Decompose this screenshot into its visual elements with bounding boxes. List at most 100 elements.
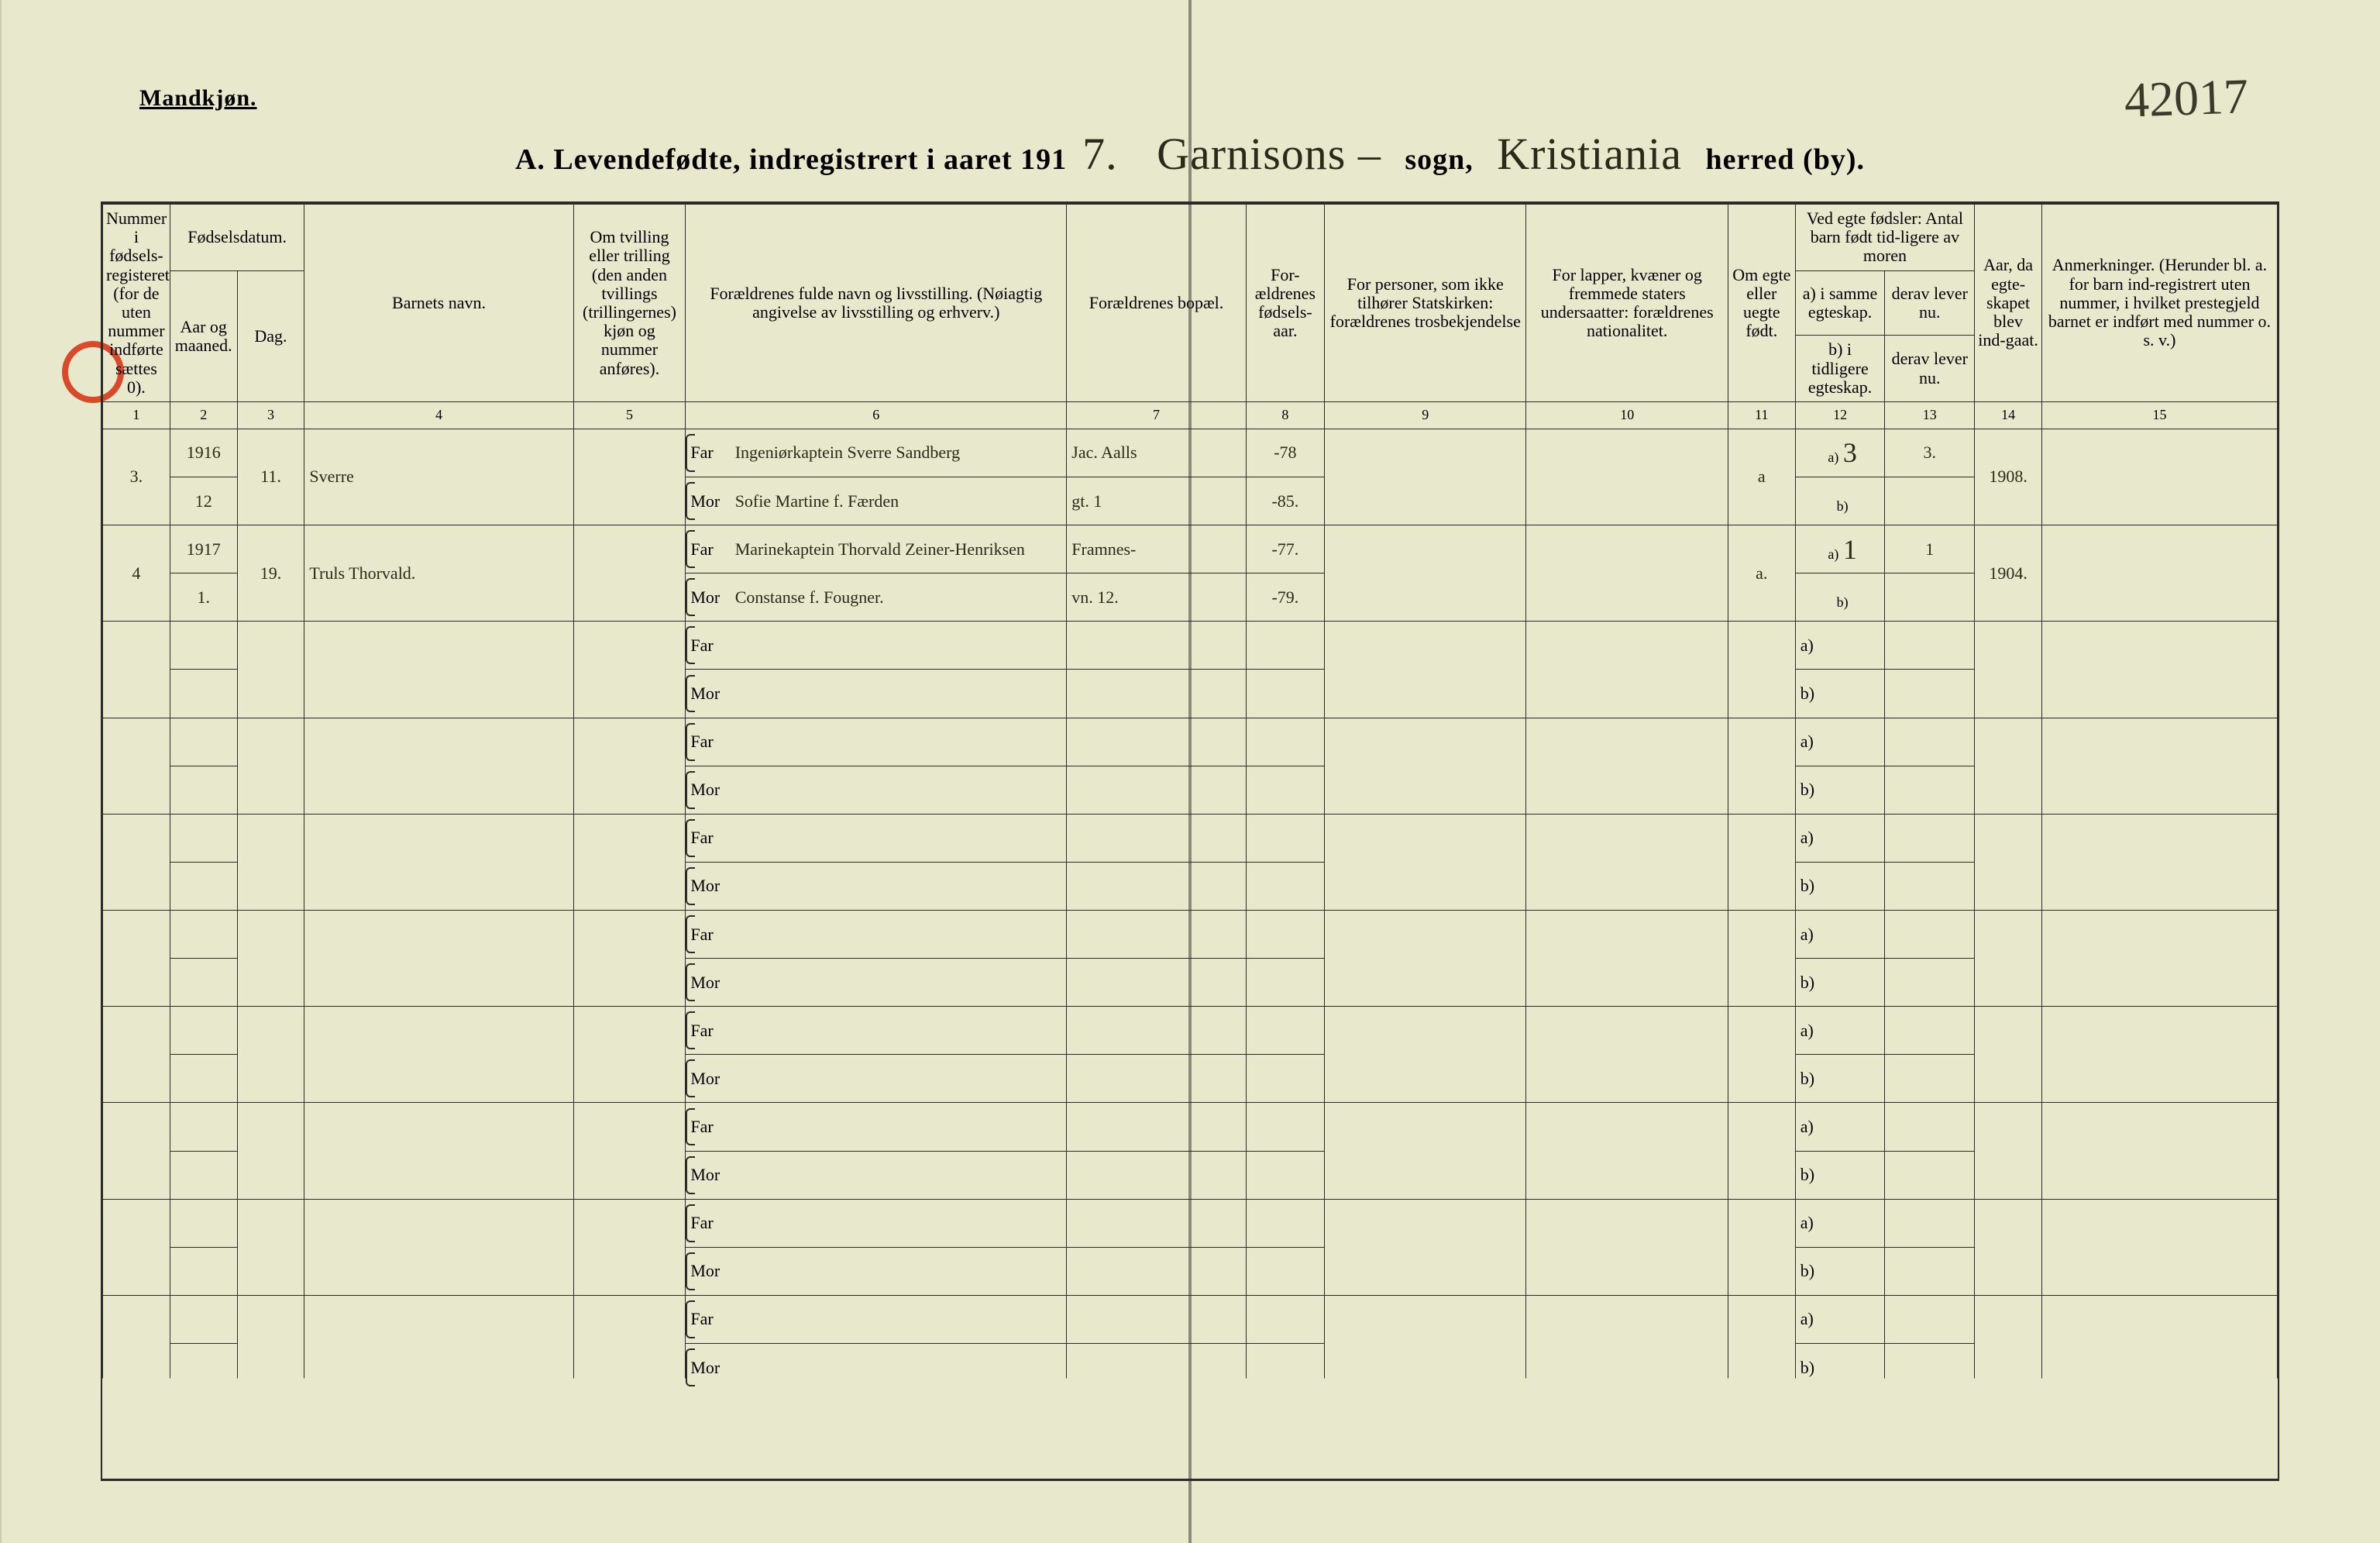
blank-religion <box>1325 1199 1526 1295</box>
label-far: Far <box>686 1199 731 1247</box>
blank-father-name <box>731 718 1067 766</box>
entry-a-cell: a) 3 <box>1795 429 1885 477</box>
label-far: Far <box>686 718 731 766</box>
blank-mother-birth <box>1246 1247 1324 1295</box>
entry-b-cell: b) <box>1795 573 1885 622</box>
entry-father-birth: -77. <box>1246 525 1324 573</box>
title-year-digit: 7. <box>1067 129 1133 179</box>
blank-child-name <box>304 1103 573 1199</box>
blank-year <box>170 622 237 670</box>
entry-day: 11. <box>237 429 304 525</box>
entry-remarks <box>2041 525 2277 622</box>
blank-residence-top <box>1067 910 1247 958</box>
blank-row-father: Fara) <box>103 1199 2278 1247</box>
blank-religion <box>1325 718 1526 814</box>
entry-father-name: Marinekaptein Thorvald Zeiner-Henriksen <box>731 525 1067 573</box>
blank-a-cell: a) <box>1795 718 1885 766</box>
entry-day: 19. <box>237 525 304 622</box>
blank-nationality <box>1526 1007 1728 1103</box>
blank-remarks <box>2041 1007 2277 1103</box>
blank-residence-top <box>1067 622 1247 670</box>
blank-twin <box>573 910 686 1006</box>
col-header-14: Aar, da egte-skapet blev ind-gaat. <box>1975 205 2042 402</box>
entry-marriage-year: 1904. <box>1975 525 2042 622</box>
entry-a-living: 1 <box>1885 525 1975 573</box>
blank-mother-name <box>731 862 1067 910</box>
blank-father-birth <box>1246 1007 1324 1055</box>
col-header-10: For lapper, kvæner og fremmede staters u… <box>1526 205 1728 402</box>
blank-b-cell: b) <box>1795 1343 1885 1391</box>
blank-a-living <box>1885 910 1975 958</box>
blank-day <box>237 1199 304 1295</box>
title-sogn-value: Garnisons – <box>1141 129 1397 179</box>
blank-b-cell: b) <box>1795 959 1885 1007</box>
blank-legitimacy <box>1728 1103 1795 1199</box>
entry-nationality <box>1526 429 1728 525</box>
blank-month <box>170 1247 237 1295</box>
label-mor: Mor <box>686 1247 731 1295</box>
blank-father-name <box>731 622 1067 670</box>
blank-year <box>170 718 237 766</box>
blank-legitimacy <box>1728 1199 1795 1295</box>
blank-religion <box>1325 1103 1526 1199</box>
blank-row-father: Fara) <box>103 814 2278 862</box>
entry-a-cell: a) 1 <box>1795 525 1885 573</box>
blank-child-name <box>304 718 573 814</box>
blank-row-father: Fara) <box>103 1007 2278 1055</box>
blank-marriage-year <box>1975 814 2042 910</box>
entry-child-name: Sverre <box>304 429 573 525</box>
colnum-5: 5 <box>573 401 686 429</box>
col-header-6: Forældrenes fulde navn og livsstilling. … <box>686 205 1067 402</box>
entry-number: 3. <box>103 429 170 525</box>
col-header-8: For-ældrenes fødsels-aar. <box>1246 205 1324 402</box>
colnum-11: 11 <box>1728 401 1795 429</box>
colnum-12: 12 <box>1795 401 1885 429</box>
colnum-2: 2 <box>170 401 237 429</box>
blank-mother-birth <box>1246 670 1324 718</box>
col-header-5: Om tvilling eller trilling (den anden tv… <box>573 205 686 402</box>
blank-a-cell: a) <box>1795 1295 1885 1343</box>
gender-label: Mandkjøn. <box>139 85 257 112</box>
blank-b-cell: b) <box>1795 1055 1885 1103</box>
entry-number: 4 <box>103 525 170 622</box>
blank-religion <box>1325 910 1526 1006</box>
blank-remarks <box>2041 1103 2277 1199</box>
blank-mother-birth <box>1246 1343 1324 1391</box>
entry-residence-top: Jac. Aalls <box>1067 429 1247 477</box>
blank-father-birth <box>1246 718 1324 766</box>
title-herred-label: herred (by). <box>1706 143 1866 176</box>
table-body: 3.191611.SverreFarIngeniørkaptein Sverre… <box>103 429 2278 1391</box>
blank-b-cell: b) <box>1795 1247 1885 1295</box>
label-far: Far <box>686 814 731 862</box>
blank-year <box>170 814 237 862</box>
blank-residence-bot <box>1067 1055 1247 1103</box>
blank-mother-name <box>731 670 1067 718</box>
blank-day <box>237 718 304 814</box>
entry-month: 1. <box>170 573 237 622</box>
blank-b-living <box>1885 862 1975 910</box>
blank-b-cell: b) <box>1795 862 1885 910</box>
blank-b-cell: b) <box>1795 670 1885 718</box>
blank-day <box>237 910 304 1006</box>
label-mor: Mor <box>686 1055 731 1103</box>
blank-a-living <box>1885 1199 1975 1247</box>
blank-row-father: Fara) <box>103 910 2278 958</box>
blank-father-name <box>731 814 1067 862</box>
blank-row-father: Far a) <box>103 718 2278 766</box>
blank-legitimacy <box>1728 622 1795 718</box>
blank-nationality <box>1526 1199 1728 1295</box>
blank-year <box>170 1199 237 1247</box>
blank-mother-name <box>731 1247 1067 1295</box>
label-far: Far <box>686 525 731 573</box>
blank-day <box>237 622 304 718</box>
blank-a-cell: a) <box>1795 910 1885 958</box>
ledger-table: Nummer i fødsels-registeret (for de uten… <box>102 204 2278 1375</box>
entry-b-living <box>1885 477 1975 525</box>
colnum-3: 3 <box>237 401 304 429</box>
blank-remarks <box>2041 814 2277 910</box>
blank-residence-top <box>1067 1103 1247 1151</box>
label-mor: Mor <box>686 670 731 718</box>
blank-a-cell: a) <box>1795 622 1885 670</box>
blank-father-name <box>731 1007 1067 1055</box>
entry-mother-birth: -79. <box>1246 573 1324 622</box>
